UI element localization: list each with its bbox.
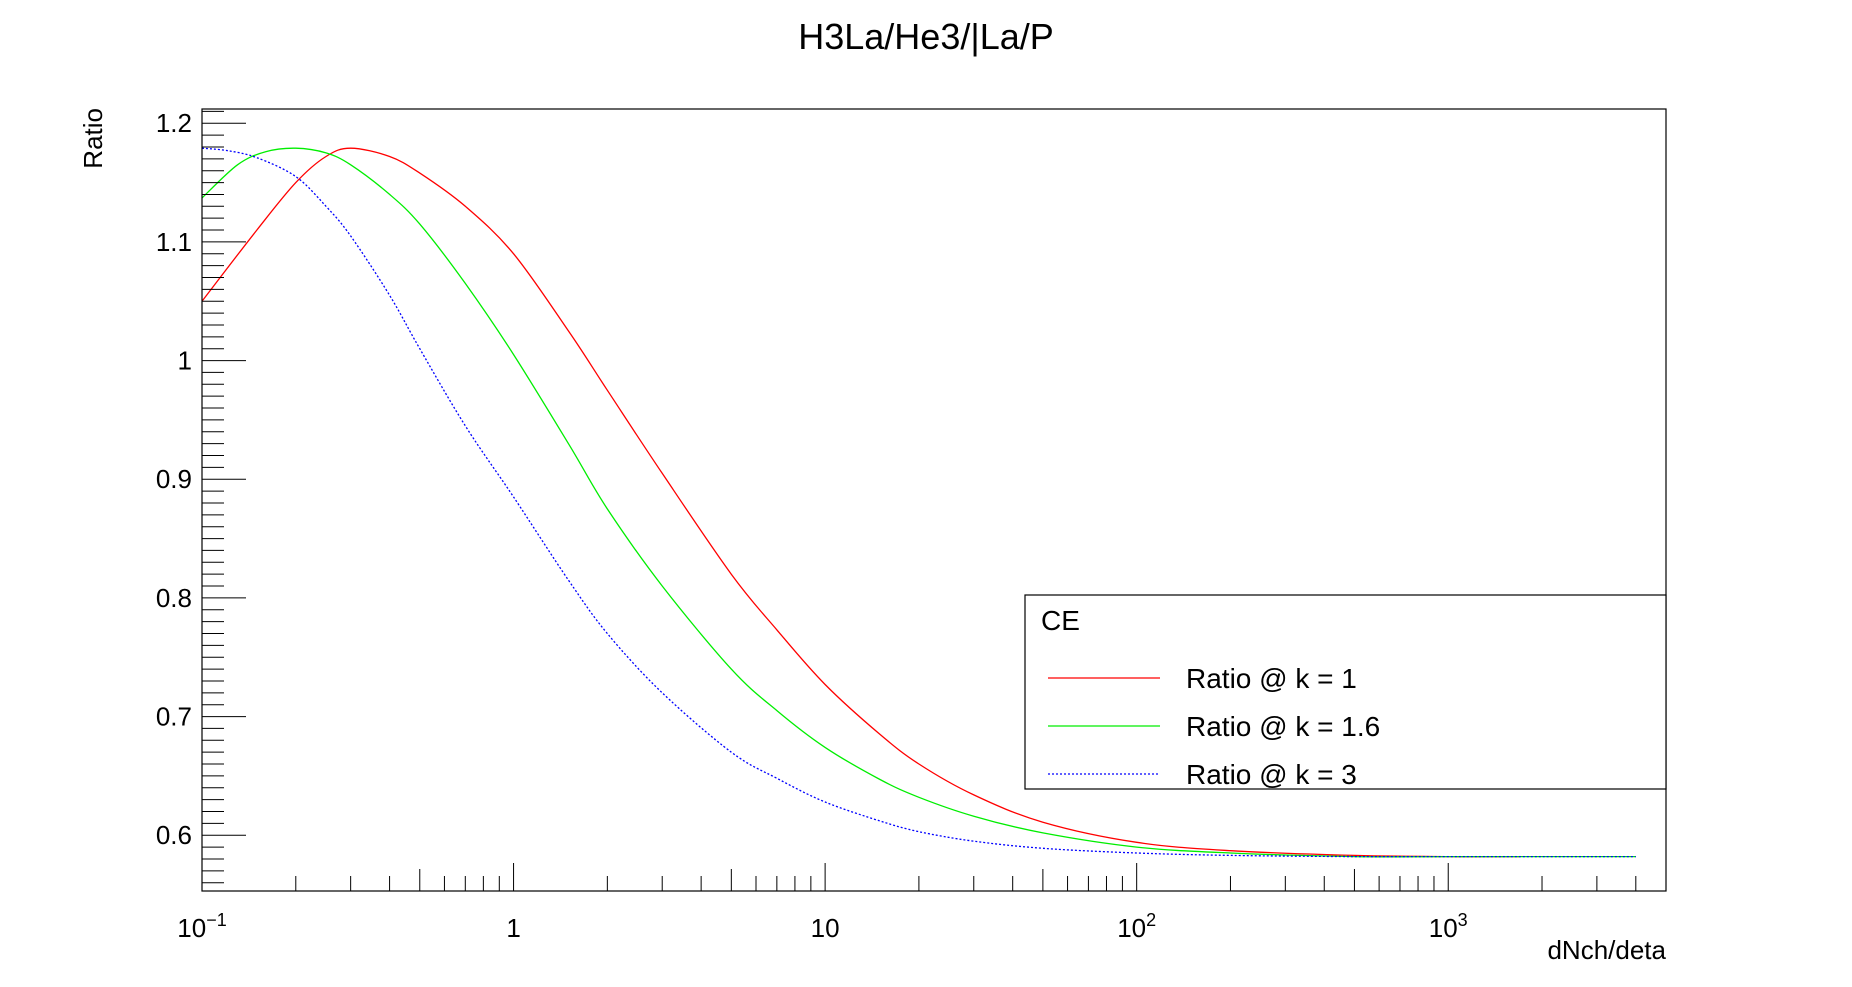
y-tick-label: 1 bbox=[178, 346, 192, 376]
legend-box bbox=[1024, 594, 1667, 790]
legend-label-3: Ratio @ k = 3 bbox=[1186, 759, 1357, 790]
legend-label-2: Ratio @ k = 1.6 bbox=[1186, 711, 1380, 742]
x-tick-label: 10 bbox=[811, 913, 840, 943]
legend-label-1: Ratio @ k = 1 bbox=[1186, 663, 1357, 694]
y-axis: 0.6 0.7 0.8 0.9 1 1.1 1.2 bbox=[156, 108, 246, 884]
y-tick-label: 1.1 bbox=[156, 227, 192, 257]
x-tick-label: 10−1 bbox=[177, 910, 226, 943]
chart-title: H3La/He3/|La/P bbox=[798, 16, 1054, 57]
series-line-1 bbox=[201, 147, 1521, 858]
plot-series bbox=[201, 147, 1636, 858]
y-tick-label: 0.8 bbox=[156, 583, 192, 613]
legend-header: CE bbox=[1041, 605, 1080, 636]
x-tick-label: 103 bbox=[1429, 910, 1468, 943]
plot-frame bbox=[201, 108, 1667, 892]
x-tick-label: 1 bbox=[506, 913, 520, 943]
x-axis-label: dNch/deta bbox=[1547, 935, 1666, 965]
x-tick-label: 102 bbox=[1117, 910, 1156, 943]
y-tick-label: 0.6 bbox=[156, 820, 192, 850]
y-tick-label: 0.9 bbox=[156, 464, 192, 494]
legend-entries: Ratio @ k = 1 Ratio @ k = 1.6 Ratio @ k = … bbox=[1048, 663, 1380, 790]
series-line-2 bbox=[201, 147, 1636, 858]
y-axis-label: Ratio bbox=[78, 108, 108, 169]
y-tick-label: 1.2 bbox=[156, 108, 192, 138]
series-line-3 bbox=[201, 147, 1636, 858]
x-axis: 10−1 1 10 102 103 bbox=[177, 863, 1667, 943]
y-tick-label: 0.7 bbox=[156, 702, 192, 732]
